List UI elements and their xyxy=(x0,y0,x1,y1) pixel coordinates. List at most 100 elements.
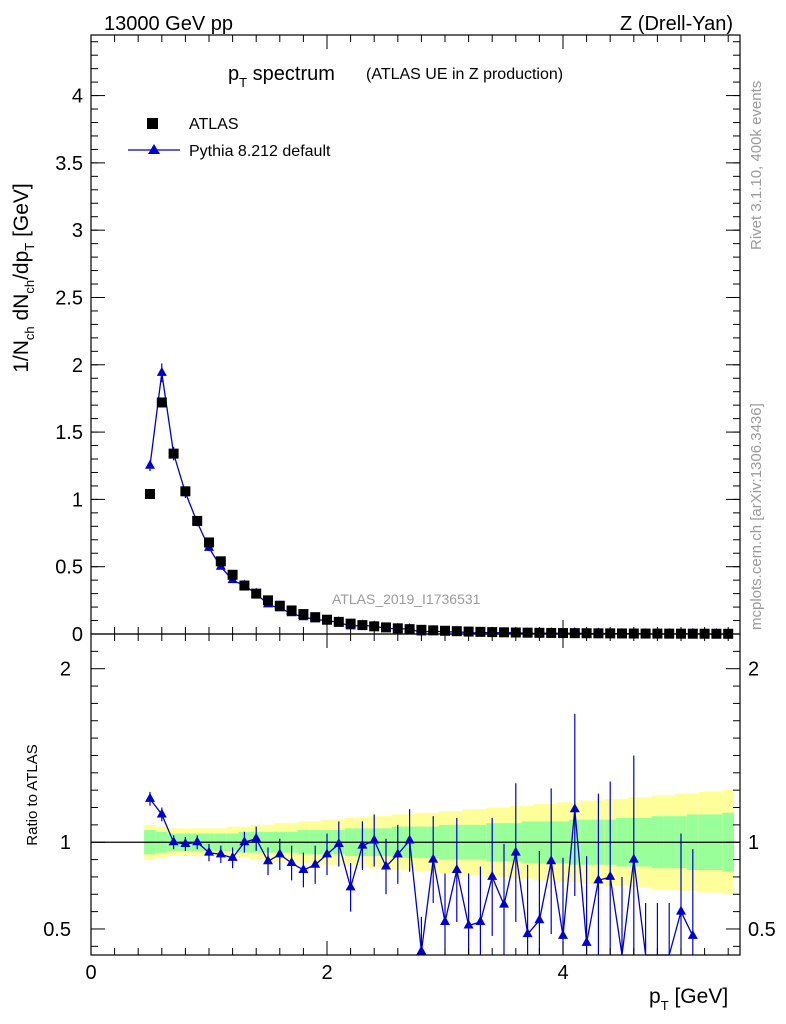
data-point xyxy=(451,626,462,637)
ratio-point xyxy=(310,858,321,868)
data-point xyxy=(286,605,297,616)
data-point xyxy=(274,600,285,611)
main-ytick-label: 3 xyxy=(72,220,83,242)
ratio-point xyxy=(593,874,604,884)
ratio-ytick-label-right: 2 xyxy=(748,659,759,681)
ratio-point xyxy=(569,803,580,813)
mc-point xyxy=(156,366,167,376)
ratio-point xyxy=(463,919,474,929)
legend-mc-marker xyxy=(148,144,160,154)
data-point xyxy=(404,624,415,635)
ratio-point xyxy=(251,832,262,842)
ratio-point xyxy=(522,928,533,938)
ratio-point xyxy=(687,929,698,939)
ratio-point xyxy=(487,870,498,880)
ratio-axes: 0.5 0.5 1 1 2 2 0 2 4 xyxy=(43,633,776,984)
ratio-point xyxy=(381,860,391,870)
ratio-point xyxy=(145,792,155,802)
ratio-point xyxy=(605,870,616,880)
ratio-point xyxy=(322,848,332,858)
legend-atlas-marker xyxy=(147,118,158,129)
data-point xyxy=(357,620,368,631)
data-point xyxy=(593,628,604,639)
analysis-watermark: ATLAS_2019_I1736531 xyxy=(332,591,481,607)
main-ytick-label: 1.5 xyxy=(55,422,83,444)
energy-label: 13000 GeV pp xyxy=(104,13,233,35)
rivet-label: Rivet 3.1.10, 400k events xyxy=(748,81,765,250)
ratio-point xyxy=(156,808,167,818)
data-point xyxy=(475,626,486,637)
ratio-point xyxy=(227,851,238,861)
ratio-point xyxy=(333,837,344,847)
ratio-ylabel: Ratio to ATLAS xyxy=(24,744,41,845)
ratio-ytick-label: 0.5 xyxy=(43,919,71,941)
data-point xyxy=(168,448,179,459)
data-point xyxy=(333,616,344,627)
ratio-point xyxy=(392,848,403,858)
data-point xyxy=(522,627,533,638)
data-point xyxy=(263,595,273,606)
ratio-point xyxy=(357,839,368,849)
data-point xyxy=(499,627,509,638)
process-label: Z (Drell-Yan) xyxy=(620,13,733,35)
legend: ATLAS Pythia 8.212 default xyxy=(128,116,331,160)
data-point xyxy=(569,628,580,639)
data-point xyxy=(345,618,356,629)
ratio-point xyxy=(369,834,380,844)
data-point xyxy=(192,515,203,526)
main-ytick-label: 2.5 xyxy=(55,287,83,309)
main-ytick-label: 0 xyxy=(72,624,83,646)
data-point xyxy=(298,609,309,620)
ratio-point xyxy=(558,929,568,939)
ratio-ytick-label-right: 1 xyxy=(748,832,759,854)
legend-atlas-label: ATLAS xyxy=(189,116,239,133)
data-point xyxy=(381,622,391,633)
main-ytick-label: 1 xyxy=(72,489,83,511)
ratio-point xyxy=(475,916,486,926)
ratio-point xyxy=(628,853,639,863)
ratio-point xyxy=(510,846,521,856)
ratio-point xyxy=(263,855,273,865)
plot-title: pT spectrum xyxy=(228,63,335,90)
ratio-point xyxy=(404,834,415,844)
ratio-point xyxy=(192,836,203,846)
data-point xyxy=(156,397,167,408)
main-ytick-label: 3.5 xyxy=(55,153,83,175)
data-point xyxy=(204,537,214,548)
ratio-ytick-label-right: 0.5 xyxy=(748,919,776,941)
data-point xyxy=(310,612,321,623)
mcplots-label: mcplots.cern.ch [arXiv:1306.3436] xyxy=(748,403,765,630)
ratio-point xyxy=(274,848,285,858)
main-ytick-label: 2 xyxy=(72,355,83,377)
data-point xyxy=(251,588,262,599)
x-axis-label: pT [GeV] xyxy=(649,985,728,1013)
ratio-point xyxy=(451,863,462,873)
ratio-point xyxy=(215,848,226,858)
ratio-point xyxy=(534,914,545,924)
data-point xyxy=(227,569,238,580)
main-ytick-label: 0.5 xyxy=(55,557,83,579)
ratio-point xyxy=(168,836,179,846)
legend-mc-label: Pythia 8.212 default xyxy=(189,143,331,160)
ratio-point xyxy=(428,853,439,863)
ratio-frame xyxy=(90,633,741,956)
ratio-xtick-label: 2 xyxy=(321,962,332,984)
ratio-point xyxy=(440,916,450,926)
data-point xyxy=(322,614,332,625)
ratio-uncertainty-bands xyxy=(91,790,740,895)
ratio-point xyxy=(298,863,309,873)
mc-point xyxy=(145,459,155,469)
ratio-xtick-label: 4 xyxy=(557,962,568,984)
ratio-xtick-label: 0 xyxy=(85,962,96,984)
ratio-point xyxy=(204,846,214,856)
ratio-point xyxy=(180,837,191,847)
data-point xyxy=(180,486,191,497)
main-ylabel: 1/Nch dNch/dpT [GeV] xyxy=(10,183,37,373)
ratio-point xyxy=(286,857,297,867)
ratio-ytick-label: 1 xyxy=(60,832,71,854)
plot-title-suffix: (ATLAS UE in Z production) xyxy=(366,66,563,83)
data-point xyxy=(428,625,439,636)
data-point xyxy=(215,556,226,567)
data-point xyxy=(239,580,250,591)
